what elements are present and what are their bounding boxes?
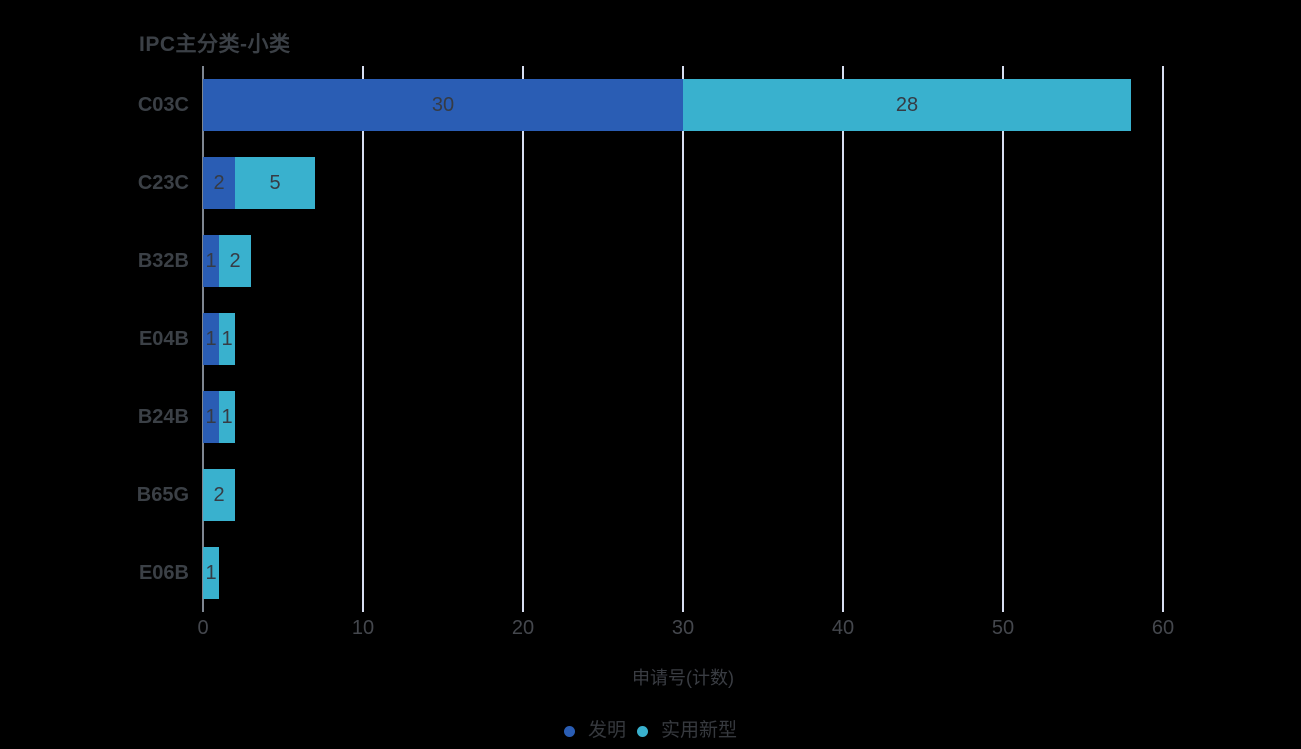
legend-label-invention: 发明 — [587, 720, 626, 741]
bar-segment-utility-model-c03c[interactable]: 28 — [683, 79, 1131, 131]
bar-value-label: 2 — [213, 483, 225, 506]
bar-value-label: 1 — [205, 561, 217, 584]
bar-segment-utility-model-b65g[interactable]: 2 — [203, 469, 235, 521]
chart-title: IPC主分类-小类 — [139, 33, 291, 56]
bar-value-label: 28 — [895, 93, 919, 116]
legend: 发明 实用新型 — [0, 719, 1301, 743]
bar-value-label: 1 — [221, 405, 233, 428]
bar-segment-invention-b24b[interactable]: 1 — [203, 391, 219, 443]
y-category-label-e04b: E04B — [138, 328, 189, 350]
bar-value-label: 5 — [269, 171, 281, 194]
bar-value-label: 1 — [205, 327, 217, 350]
y-category-label-c03c: C03C — [137, 94, 189, 116]
gridline-20 — [522, 66, 524, 612]
y-category-label-c23c: C23C — [137, 172, 189, 194]
y-category-label-b32b: B32B — [137, 250, 189, 272]
bar-value-label: 30 — [431, 93, 455, 116]
bar-segment-utility-model-e06b[interactable]: 1 — [203, 547, 219, 599]
bar-segment-invention-c03c[interactable]: 30 — [203, 79, 683, 131]
bar-segment-invention-b32b[interactable]: 1 — [203, 235, 219, 287]
bar-value-label: 1 — [205, 249, 217, 272]
x-tick-label-40: 40 — [831, 617, 855, 639]
y-category-label-e06b: E06B — [138, 562, 189, 584]
x-axis-title: 申请号(计数) — [632, 668, 734, 688]
bar-segment-invention-c23c[interactable]: 2 — [203, 157, 235, 209]
gridline-50 — [1002, 66, 1004, 612]
gridline-10 — [362, 66, 364, 612]
x-tick-label-60: 60 — [1151, 617, 1175, 639]
bar-segment-utility-model-c23c[interactable]: 5 — [235, 157, 315, 209]
legend-item-invention[interactable]: 发明 — [563, 719, 626, 743]
y-category-label-b24b: B24B — [137, 406, 189, 428]
x-tick-label-20: 20 — [511, 617, 535, 639]
bar-value-label: 1 — [205, 405, 217, 428]
bar-value-label: 2 — [213, 171, 225, 194]
bar-value-label: 2 — [229, 249, 241, 272]
gridline-30 — [682, 66, 684, 612]
legend-dot-invention — [563, 725, 575, 737]
bar-segment-utility-model-e04b[interactable]: 1 — [219, 313, 235, 365]
bar-segment-utility-model-b32b[interactable]: 2 — [219, 235, 251, 287]
legend-dot-utility-model — [637, 725, 648, 737]
bar-segment-invention-e04b[interactable]: 1 — [203, 313, 219, 365]
gridline-60 — [1162, 66, 1164, 612]
bar-value-label: 1 — [221, 327, 233, 350]
gridline-40 — [842, 66, 844, 612]
y-category-label-b65g: B65G — [136, 484, 189, 506]
legend-label-utility-model: 实用新型 — [661, 720, 738, 741]
x-tick-label-10: 10 — [351, 617, 375, 639]
x-tick-label-50: 50 — [991, 617, 1015, 639]
bar-segment-utility-model-b24b[interactable]: 1 — [219, 391, 235, 443]
x-tick-label-30: 30 — [671, 617, 695, 639]
x-tick-label-0: 0 — [197, 617, 209, 639]
legend-item-utility-model[interactable]: 实用新型 — [637, 719, 737, 743]
